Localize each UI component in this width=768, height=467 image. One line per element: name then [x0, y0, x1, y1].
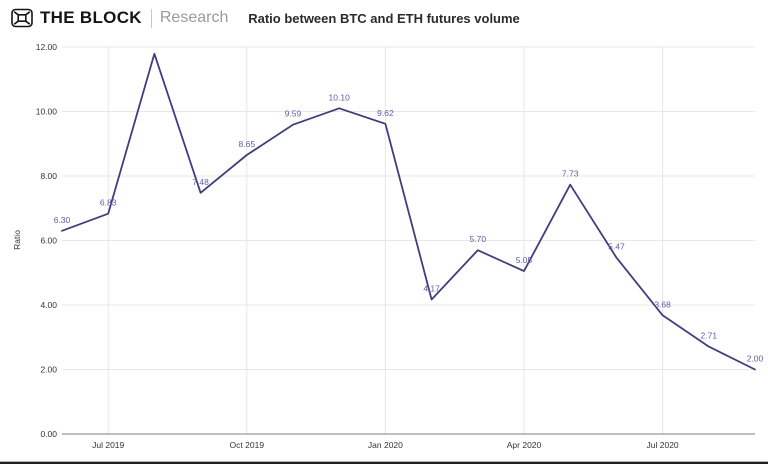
- brand-header: THE BLOCK Research: [10, 5, 228, 31]
- chart-title: Ratio between BTC and ETH futures volume: [248, 11, 520, 26]
- y-axis-tick-label: 2.00: [40, 365, 57, 375]
- y-axis-tick-label: 0.00: [40, 429, 57, 439]
- data-point-label: 7.73: [562, 169, 579, 179]
- brand-name: THE BLOCK: [40, 8, 142, 27]
- data-point-label: 3.68: [654, 299, 671, 309]
- y-axis-tick-label: 12.00: [36, 42, 58, 52]
- x-axis-tick-label: Jan 2020: [368, 440, 403, 450]
- data-point-label: 2.71: [701, 331, 718, 341]
- data-point-label: 6.30: [54, 215, 71, 225]
- footer-bar: [0, 461, 768, 464]
- ratio-series-line: [61, 52, 756, 371]
- y-axis-tick-label: 6.00: [40, 236, 57, 246]
- block-cube-icon: [11, 8, 33, 28]
- y-axis-tick-label: 8.00: [40, 171, 57, 181]
- data-point-label: 9.62: [377, 108, 394, 118]
- data-point-label: 2.00: [747, 354, 764, 364]
- data-point-label: 5.47: [608, 242, 625, 252]
- data-point-label: 5.70: [470, 234, 487, 244]
- y-axis-tick-label: 4.00: [40, 300, 57, 310]
- data-point-label: 6.83: [100, 198, 117, 208]
- x-axis-tick-label: Jul 2020: [647, 440, 679, 450]
- brand-divider: [150, 8, 152, 28]
- y-axis-tick-label: 10.00: [36, 107, 58, 117]
- data-point-label: 5.05: [516, 255, 533, 265]
- data-point-label: 7.48: [192, 177, 209, 187]
- x-axis-tick-label: Apr 2020: [507, 440, 542, 450]
- data-point-label: 8.65: [239, 139, 256, 149]
- brand-subtitle: Research: [159, 9, 229, 26]
- data-point-label: 4.17: [423, 284, 440, 294]
- x-axis-tick-label: Oct 2019: [230, 440, 265, 450]
- x-axis-tick-label: Jul 2019: [92, 440, 124, 450]
- data-point-label: 9.59: [285, 109, 302, 119]
- data-point-label: 10.10: [329, 92, 351, 102]
- y-axis-title: Ratio: [12, 230, 22, 250]
